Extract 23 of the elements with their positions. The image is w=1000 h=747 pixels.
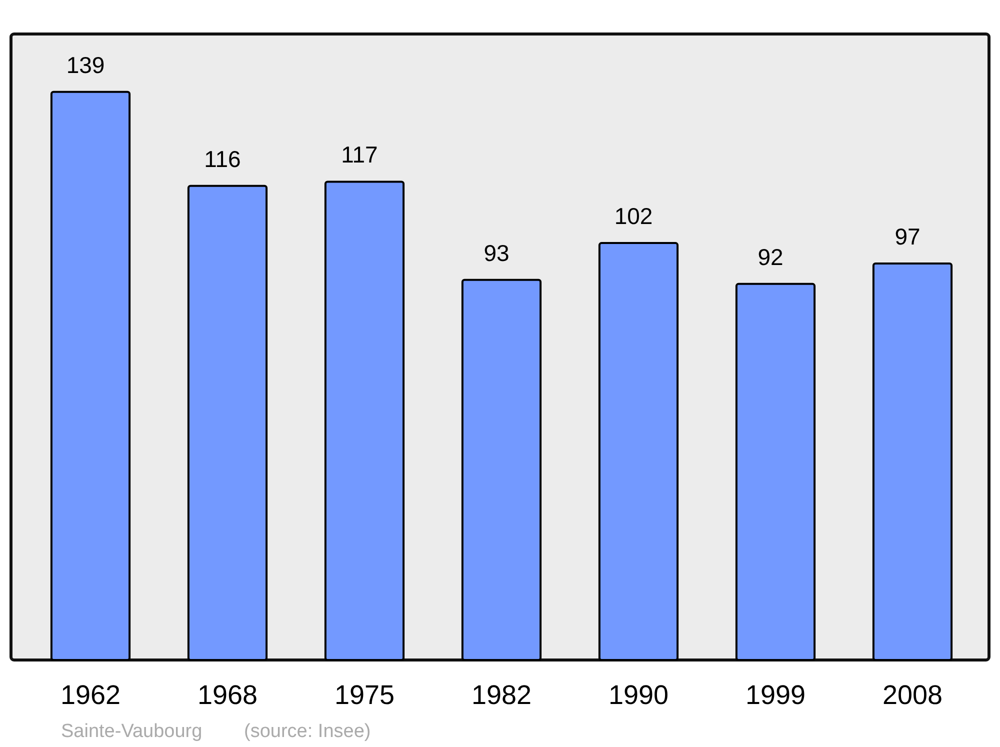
- bar: [735, 282, 816, 661]
- bar: [461, 278, 542, 661]
- x-tick-label: 1999: [745, 680, 806, 710]
- bar: [872, 262, 953, 661]
- text: Sainte-Vaubourg: [61, 721, 202, 742]
- x-tick-label: 1962: [60, 680, 121, 710]
- bar: [187, 184, 268, 661]
- bar: [598, 242, 679, 661]
- data-label: 102: [614, 203, 653, 230]
- bar: [324, 180, 405, 661]
- x-tick-label: 2008: [882, 680, 943, 710]
- x-tick-label: 1990: [608, 680, 669, 710]
- data-label: 97: [894, 224, 920, 250]
- x-tick-label: 1975: [334, 680, 395, 710]
- x-tick-label: 1982: [471, 680, 532, 710]
- bar: [50, 90, 131, 661]
- x-tick-label: 1968: [197, 680, 258, 710]
- text: (source: Insee): [244, 721, 371, 742]
- data-label: 92: [758, 244, 784, 270]
- data-label: 139: [66, 52, 105, 78]
- data-label: 116: [204, 146, 241, 172]
- data-label: 93: [484, 240, 510, 266]
- data-label: 117: [341, 142, 378, 168]
